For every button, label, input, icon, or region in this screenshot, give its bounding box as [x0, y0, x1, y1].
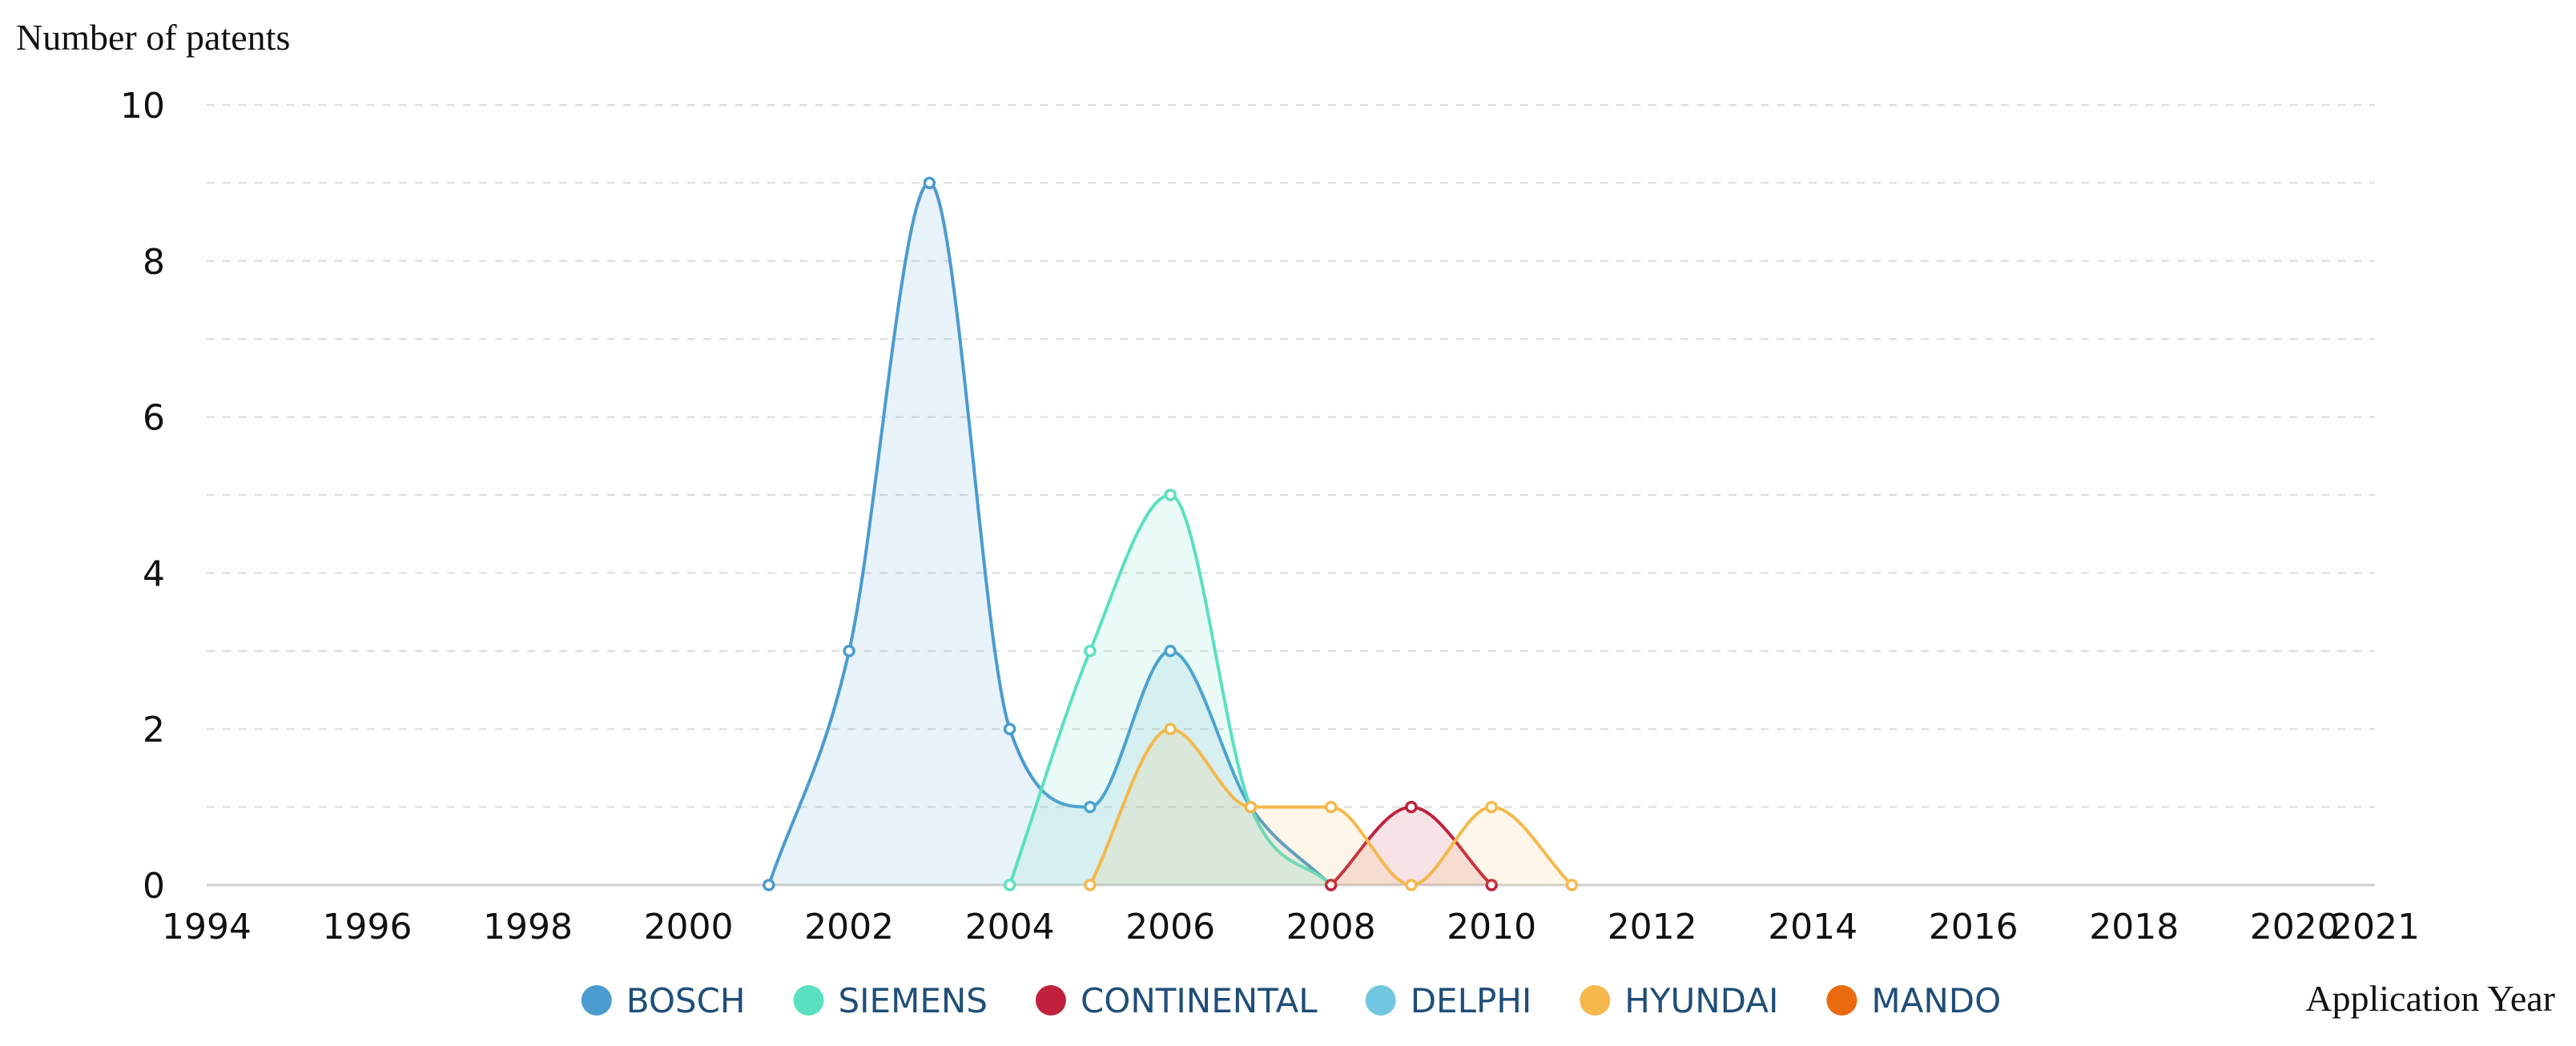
series-area-bosch: [768, 183, 1331, 885]
y-tick-label: 0: [143, 866, 165, 907]
y-tick-label: 8: [143, 242, 165, 283]
data-point-hyundai[interactable]: [1084, 879, 1097, 891]
data-point-siemens[interactable]: [1164, 489, 1177, 501]
legend: BOSCH SIEMENS CONTINENTAL DELPHI HYUNDAI MAND…: [581, 981, 2001, 1020]
x-tick-label: 2000: [644, 907, 734, 947]
x-tick-label: 1996: [323, 907, 413, 947]
x-tick-label: 2021: [2330, 907, 2420, 947]
y-tick-label: 10: [120, 86, 165, 127]
x-tick-label: 2012: [1608, 907, 1697, 947]
data-point-bosch[interactable]: [843, 645, 855, 658]
legend-item-siemens[interactable]: SIEMENS: [793, 981, 988, 1020]
legend-item-delphi[interactable]: DELPHI: [1365, 981, 1532, 1020]
legend-marker: [1035, 985, 1066, 1016]
x-tick-label: 2010: [1447, 907, 1536, 947]
x-tick-label: 2020: [2250, 907, 2340, 947]
grid-lines: [207, 104, 2375, 808]
legend-marker: [1580, 985, 1611, 1016]
x-tick-label: 2014: [1768, 907, 1858, 947]
data-point-siemens[interactable]: [1084, 645, 1097, 658]
legend-item-continental[interactable]: CONTINENTAL: [1035, 981, 1318, 1020]
x-tick-label: 2004: [965, 907, 1055, 947]
legend-label: SIEMENS: [839, 981, 988, 1020]
x-tick-label: 1998: [483, 907, 573, 947]
data-point-hyundai[interactable]: [1485, 800, 1498, 814]
data-point-bosch[interactable]: [1084, 800, 1097, 814]
data-point-siemens[interactable]: [1003, 879, 1016, 891]
x-tick-label: 2018: [2089, 907, 2179, 947]
series-continental: [1324, 800, 1498, 891]
x-tick-label: 2002: [804, 907, 894, 947]
legend-label: MANDO: [1871, 981, 2001, 1020]
legend-item-bosch[interactable]: BOSCH: [581, 981, 746, 1020]
data-point-bosch[interactable]: [1164, 645, 1177, 658]
y-axis-title: Number of patents: [16, 17, 290, 58]
data-point-continental[interactable]: [1405, 800, 1418, 814]
x-tick-label: 2016: [1929, 907, 2019, 947]
legend-label: BOSCH: [626, 981, 746, 1020]
data-point-bosch[interactable]: [923, 176, 936, 190]
series-layer: [763, 176, 1579, 891]
data-point-bosch[interactable]: [1003, 722, 1016, 735]
y-tick-label: 4: [143, 553, 165, 594]
series-hyundai: [1084, 722, 1579, 891]
x-tick-label: 2006: [1125, 907, 1215, 947]
data-point-bosch[interactable]: [763, 879, 775, 891]
x-tick-label: 2008: [1286, 907, 1376, 947]
data-point-hyundai[interactable]: [1324, 800, 1338, 814]
data-point-hyundai[interactable]: [1164, 722, 1177, 735]
series-area-continental: [1330, 807, 1492, 885]
y-tick-label: 2: [143, 710, 165, 750]
data-point-continental[interactable]: [1324, 879, 1338, 891]
data-point-hyundai[interactable]: [1565, 879, 1579, 891]
legend-item-hyundai[interactable]: HYUNDAI: [1580, 981, 1778, 1020]
y-tick-label: 6: [143, 398, 165, 439]
series-line-bosch: [767, 181, 1333, 887]
x-tick-label: 1994: [162, 907, 252, 947]
legend-marker: [793, 985, 824, 1016]
series-area-siemens: [1009, 495, 1331, 885]
legend-marker: [1826, 985, 1858, 1016]
legend-label: HYUNDAI: [1624, 981, 1778, 1020]
legend-item-mando[interactable]: MANDO: [1826, 981, 2001, 1020]
x-axis-title: Application Year: [2305, 978, 2555, 1019]
legend-marker: [581, 985, 612, 1016]
data-point-hyundai[interactable]: [1244, 800, 1258, 814]
legend-marker: [1365, 985, 1396, 1016]
y-axis: 0 2 4 6 8 10: [120, 86, 165, 907]
data-point-continental[interactable]: [1485, 879, 1498, 891]
legend-label: CONTINENTAL: [1081, 981, 1318, 1020]
x-axis: 1994 1996 1998 2000 2002 2004 2006 2008 2010 2012…: [162, 883, 2420, 947]
legend-label: DELPHI: [1411, 981, 1532, 1020]
data-point-hyundai[interactable]: [1405, 879, 1418, 891]
